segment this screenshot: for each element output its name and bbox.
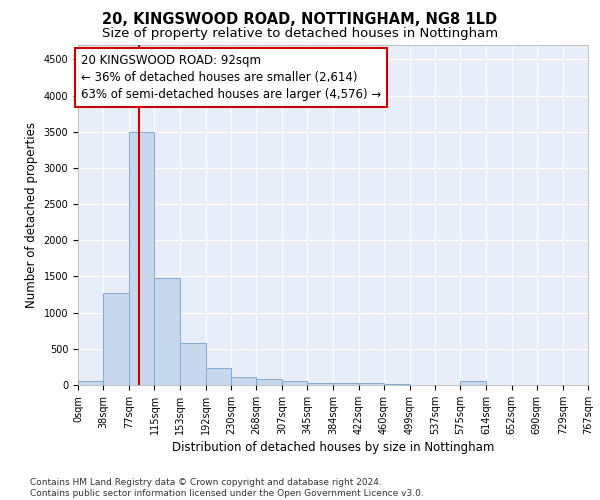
Bar <box>206 368 231 385</box>
Bar <box>282 381 307 385</box>
Bar <box>460 382 486 385</box>
Bar <box>154 278 180 385</box>
Bar <box>78 382 103 385</box>
Bar <box>231 376 256 385</box>
Bar <box>103 293 129 385</box>
Bar <box>180 344 206 385</box>
Text: 20 KINGSWOOD ROAD: 92sqm
← 36% of detached houses are smaller (2,614)
63% of sem: 20 KINGSWOOD ROAD: 92sqm ← 36% of detach… <box>82 54 382 100</box>
Bar <box>384 384 410 385</box>
Bar <box>334 383 359 385</box>
Text: Contains HM Land Registry data © Crown copyright and database right 2024.
Contai: Contains HM Land Registry data © Crown c… <box>30 478 424 498</box>
X-axis label: Distribution of detached houses by size in Nottingham: Distribution of detached houses by size … <box>172 441 494 454</box>
Bar <box>307 383 334 385</box>
Bar <box>359 383 384 385</box>
Text: 20, KINGSWOOD ROAD, NOTTINGHAM, NG8 1LD: 20, KINGSWOOD ROAD, NOTTINGHAM, NG8 1LD <box>103 12 497 28</box>
Bar <box>129 132 154 385</box>
Text: Size of property relative to detached houses in Nottingham: Size of property relative to detached ho… <box>102 28 498 40</box>
Bar <box>256 379 282 385</box>
Y-axis label: Number of detached properties: Number of detached properties <box>25 122 38 308</box>
